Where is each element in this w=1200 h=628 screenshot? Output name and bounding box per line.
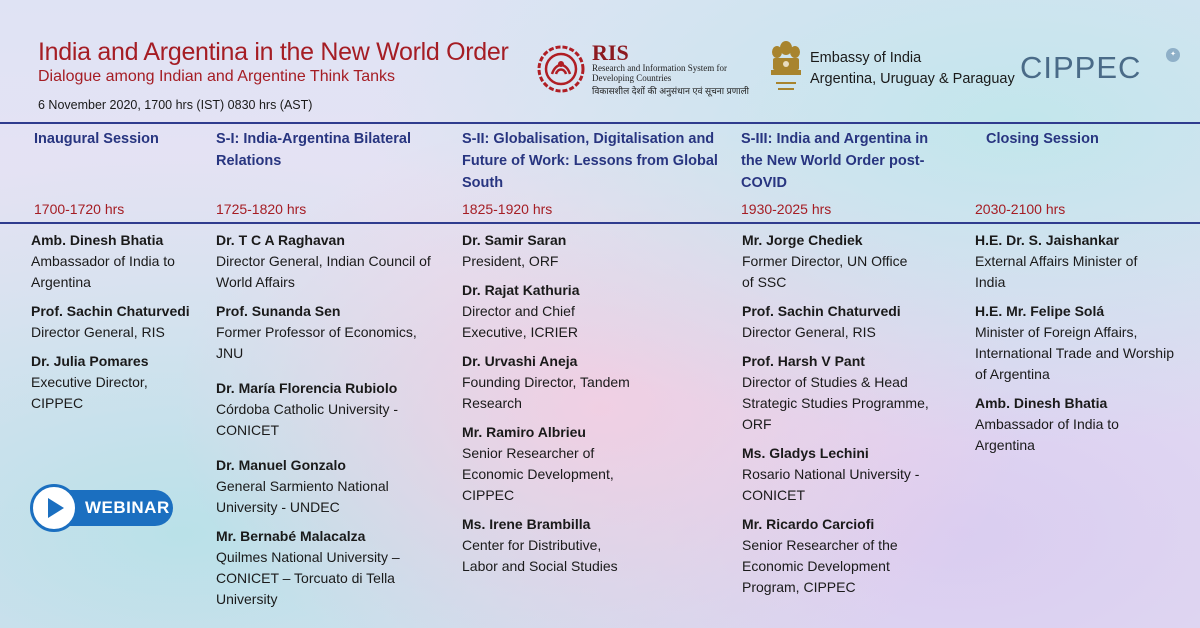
speaker-role: Director and Chief Executive, ICRIER <box>462 303 578 340</box>
speaker-name: Dr. María Florencia Rubiolo <box>216 380 398 396</box>
session-title-s2: S-II: Globalisation, Digitalisation and … <box>462 131 718 191</box>
session-title-closing: Closing Session <box>986 131 1099 147</box>
page-title: India and Argentina in the New World Ord… <box>38 38 509 66</box>
speaker: Amb. Dinesh Bhatia Ambassador of India t… <box>31 230 206 293</box>
speaker-name: Mr. Ramiro Albrieu <box>462 424 586 440</box>
speakers-closing: H.E. Dr. S. Jaishankar External Affairs … <box>975 230 1175 464</box>
speaker-name: Ms. Gladys Lechini <box>742 445 869 461</box>
webinar-play-circle <box>30 484 78 532</box>
speaker-name: H.E. Dr. S. Jaishankar <box>975 232 1119 248</box>
webinar-badge[interactable]: WEBINAR <box>30 484 173 532</box>
speaker-name: Ms. Irene Brambilla <box>462 516 591 532</box>
session-time-s3: 1930-2025 hrs <box>741 201 832 217</box>
speaker: Dr. Manuel Gonzalo General Sarmiento Nat… <box>216 455 441 518</box>
speaker-name: Dr. T C A Raghavan <box>216 232 345 248</box>
speaker: Prof. Sunanda Sen Former Professor of Ec… <box>216 301 441 364</box>
speaker-role: President, ORF <box>462 253 559 269</box>
speaker-role: General Sarmiento National University - … <box>216 478 389 515</box>
speakers-s2: Dr. Samir Saran President, ORF Dr. Rajat… <box>462 230 637 585</box>
embassy-line-1: Embassy of India <box>810 50 922 66</box>
cippec-logo: CIPPEC <box>1020 50 1142 85</box>
speaker: H.E. Mr. Felipe Solá Minister of Foreign… <box>975 301 1175 385</box>
speaker-role: Founding Director, Tandem Research <box>462 374 630 411</box>
speaker: Mr. Ramiro Albrieu Senior Researcher of … <box>462 422 637 506</box>
webinar-label: WEBINAR <box>85 498 170 517</box>
speaker-role: Senior Researcher of Economic Developmen… <box>462 445 614 503</box>
speaker: Mr. Ricardo Carciofi Senior Researcher o… <box>742 514 912 598</box>
speaker-name: Mr. Bernabé Malacalza <box>216 528 366 544</box>
speaker: Amb. Dinesh Bhatia Ambassador of India t… <box>975 393 1135 456</box>
speaker-role: Former Professor of Economics, JNU <box>216 324 417 361</box>
embassy-line-2: Argentina, Uruguay & Paraguay <box>810 71 1015 87</box>
speaker-role: Director of Studies & Head Strategic Stu… <box>742 374 929 432</box>
speaker-role: Executive Director, CIPPEC <box>31 374 148 411</box>
speaker: Prof. Sachin Chaturvedi Director General… <box>31 301 206 343</box>
speaker: Dr. T C A Raghavan Director General, Ind… <box>216 230 441 293</box>
speaker-role: Rosario National University - CONICET <box>742 466 920 503</box>
speaker-name: Prof. Sunanda Sen <box>216 303 341 319</box>
header-band-top-rule <box>0 122 1200 124</box>
session-title-s3: S-III: India and Argentina in the New Wo… <box>741 131 929 191</box>
event-dateline: 6 November 2020, 1700 hrs (IST) 0830 hrs… <box>38 98 313 112</box>
page-subtitle: Dialogue among Indian and Argentine Thin… <box>38 68 395 85</box>
speakers-inaugural: Amb. Dinesh Bhatia Ambassador of India t… <box>31 230 206 422</box>
cippec-badge-icon: ✦ <box>1166 48 1180 62</box>
ris-logo-subtitle: Research and Information System for Deve… <box>592 63 727 83</box>
speaker: Mr. Jorge Chediek Former Director, UN Of… <box>742 230 922 293</box>
speaker-role: Former Director, UN Office of SSC <box>742 253 908 290</box>
speaker-role: Ambassador of India to Argentina <box>31 253 175 290</box>
speaker: Ms. Gladys Lechini Rosario National Univ… <box>742 443 942 506</box>
speaker-name: Dr. Urvashi Aneja <box>462 353 578 369</box>
speaker: Prof. Sachin Chaturvedi Director General… <box>742 301 942 343</box>
national-emblem-icon <box>771 41 801 90</box>
session-time-closing: 2030-2100 hrs <box>975 201 1066 217</box>
speaker-name: Dr. Rajat Kathuria <box>462 282 580 298</box>
speaker-role: Director General, RIS <box>742 324 876 340</box>
session-time-s1: 1725-1820 hrs <box>216 201 307 217</box>
speaker-name: Mr. Jorge Chediek <box>742 232 863 248</box>
speaker: Dr. Rajat Kathuria Director and Chief Ex… <box>462 280 637 343</box>
session-time-s2: 1825-1920 hrs <box>462 201 553 217</box>
ris-logo-hindi: विकासशील देशों की अनुसंधान एवं सूचना प्र… <box>592 86 750 96</box>
speaker-name: Amb. Dinesh Bhatia <box>31 232 164 248</box>
play-icon <box>48 498 64 518</box>
speaker: Dr. Samir Saran President, ORF <box>462 230 637 272</box>
speaker-name: Prof. Harsh V Pant <box>742 353 865 369</box>
speaker: Mr. Bernabé Malacalza Quilmes National U… <box>216 526 441 610</box>
speaker-role: Director General, Indian Council of Worl… <box>216 253 431 290</box>
speakers-s1: Dr. T C A Raghavan Director General, Ind… <box>216 230 441 618</box>
embassy-logo-text: Embassy of India Argentina, Uruguay & Pa… <box>810 48 1015 90</box>
speaker-role: Center for Distributive, Labor and Socia… <box>462 537 618 574</box>
speaker-name: Dr. Julia Pomares <box>31 353 149 369</box>
speaker-role: Quilmes National University – CONICET – … <box>216 549 400 607</box>
session-title-s1: S-I: India-Argentina Bilateral Relations <box>216 131 411 169</box>
speaker-role: Minister of Foreign Affairs, Internation… <box>975 324 1174 382</box>
speaker-role: Ambassador of India to Argentina <box>975 416 1119 453</box>
speaker: Dr. María Florencia Rubiolo Córdoba Cath… <box>216 378 441 441</box>
speaker: Dr. Urvashi Aneja Founding Director, Tan… <box>462 351 637 414</box>
speaker-name: Prof. Sachin Chaturvedi <box>31 303 190 319</box>
speaker-role: Director General, RIS <box>31 324 165 340</box>
session-title-inaugural: Inaugural Session <box>34 131 159 147</box>
speaker-name: Amb. Dinesh Bhatia <box>975 395 1108 411</box>
speakers-s3: Mr. Jorge Chediek Former Director, UN Of… <box>742 230 942 606</box>
speaker: H.E. Dr. S. Jaishankar External Affairs … <box>975 230 1150 293</box>
session-time-inaugural: 1700-1720 hrs <box>34 201 125 217</box>
speaker: Prof. Harsh V Pant Director of Studies &… <box>742 351 942 435</box>
speaker-role: External Affairs Minister of India <box>975 253 1138 290</box>
speaker: Dr. Julia Pomares Executive Director, CI… <box>31 351 161 414</box>
speaker-role: Senior Researcher of the Economic Develo… <box>742 537 898 595</box>
speaker-name: Dr. Manuel Gonzalo <box>216 457 346 473</box>
speaker-name: Dr. Samir Saran <box>462 232 567 248</box>
speaker-role: Córdoba Catholic University - CONICET <box>216 401 399 438</box>
header-band-bottom-rule <box>0 222 1200 224</box>
ris-logo-icon <box>537 45 585 93</box>
speaker-name: H.E. Mr. Felipe Solá <box>975 303 1105 319</box>
speaker: Ms. Irene Brambilla Center for Distribut… <box>462 514 637 577</box>
speaker-name: Mr. Ricardo Carciofi <box>742 516 875 532</box>
ris-logo-name: RIS <box>592 40 629 65</box>
speaker-name: Prof. Sachin Chaturvedi <box>742 303 901 319</box>
